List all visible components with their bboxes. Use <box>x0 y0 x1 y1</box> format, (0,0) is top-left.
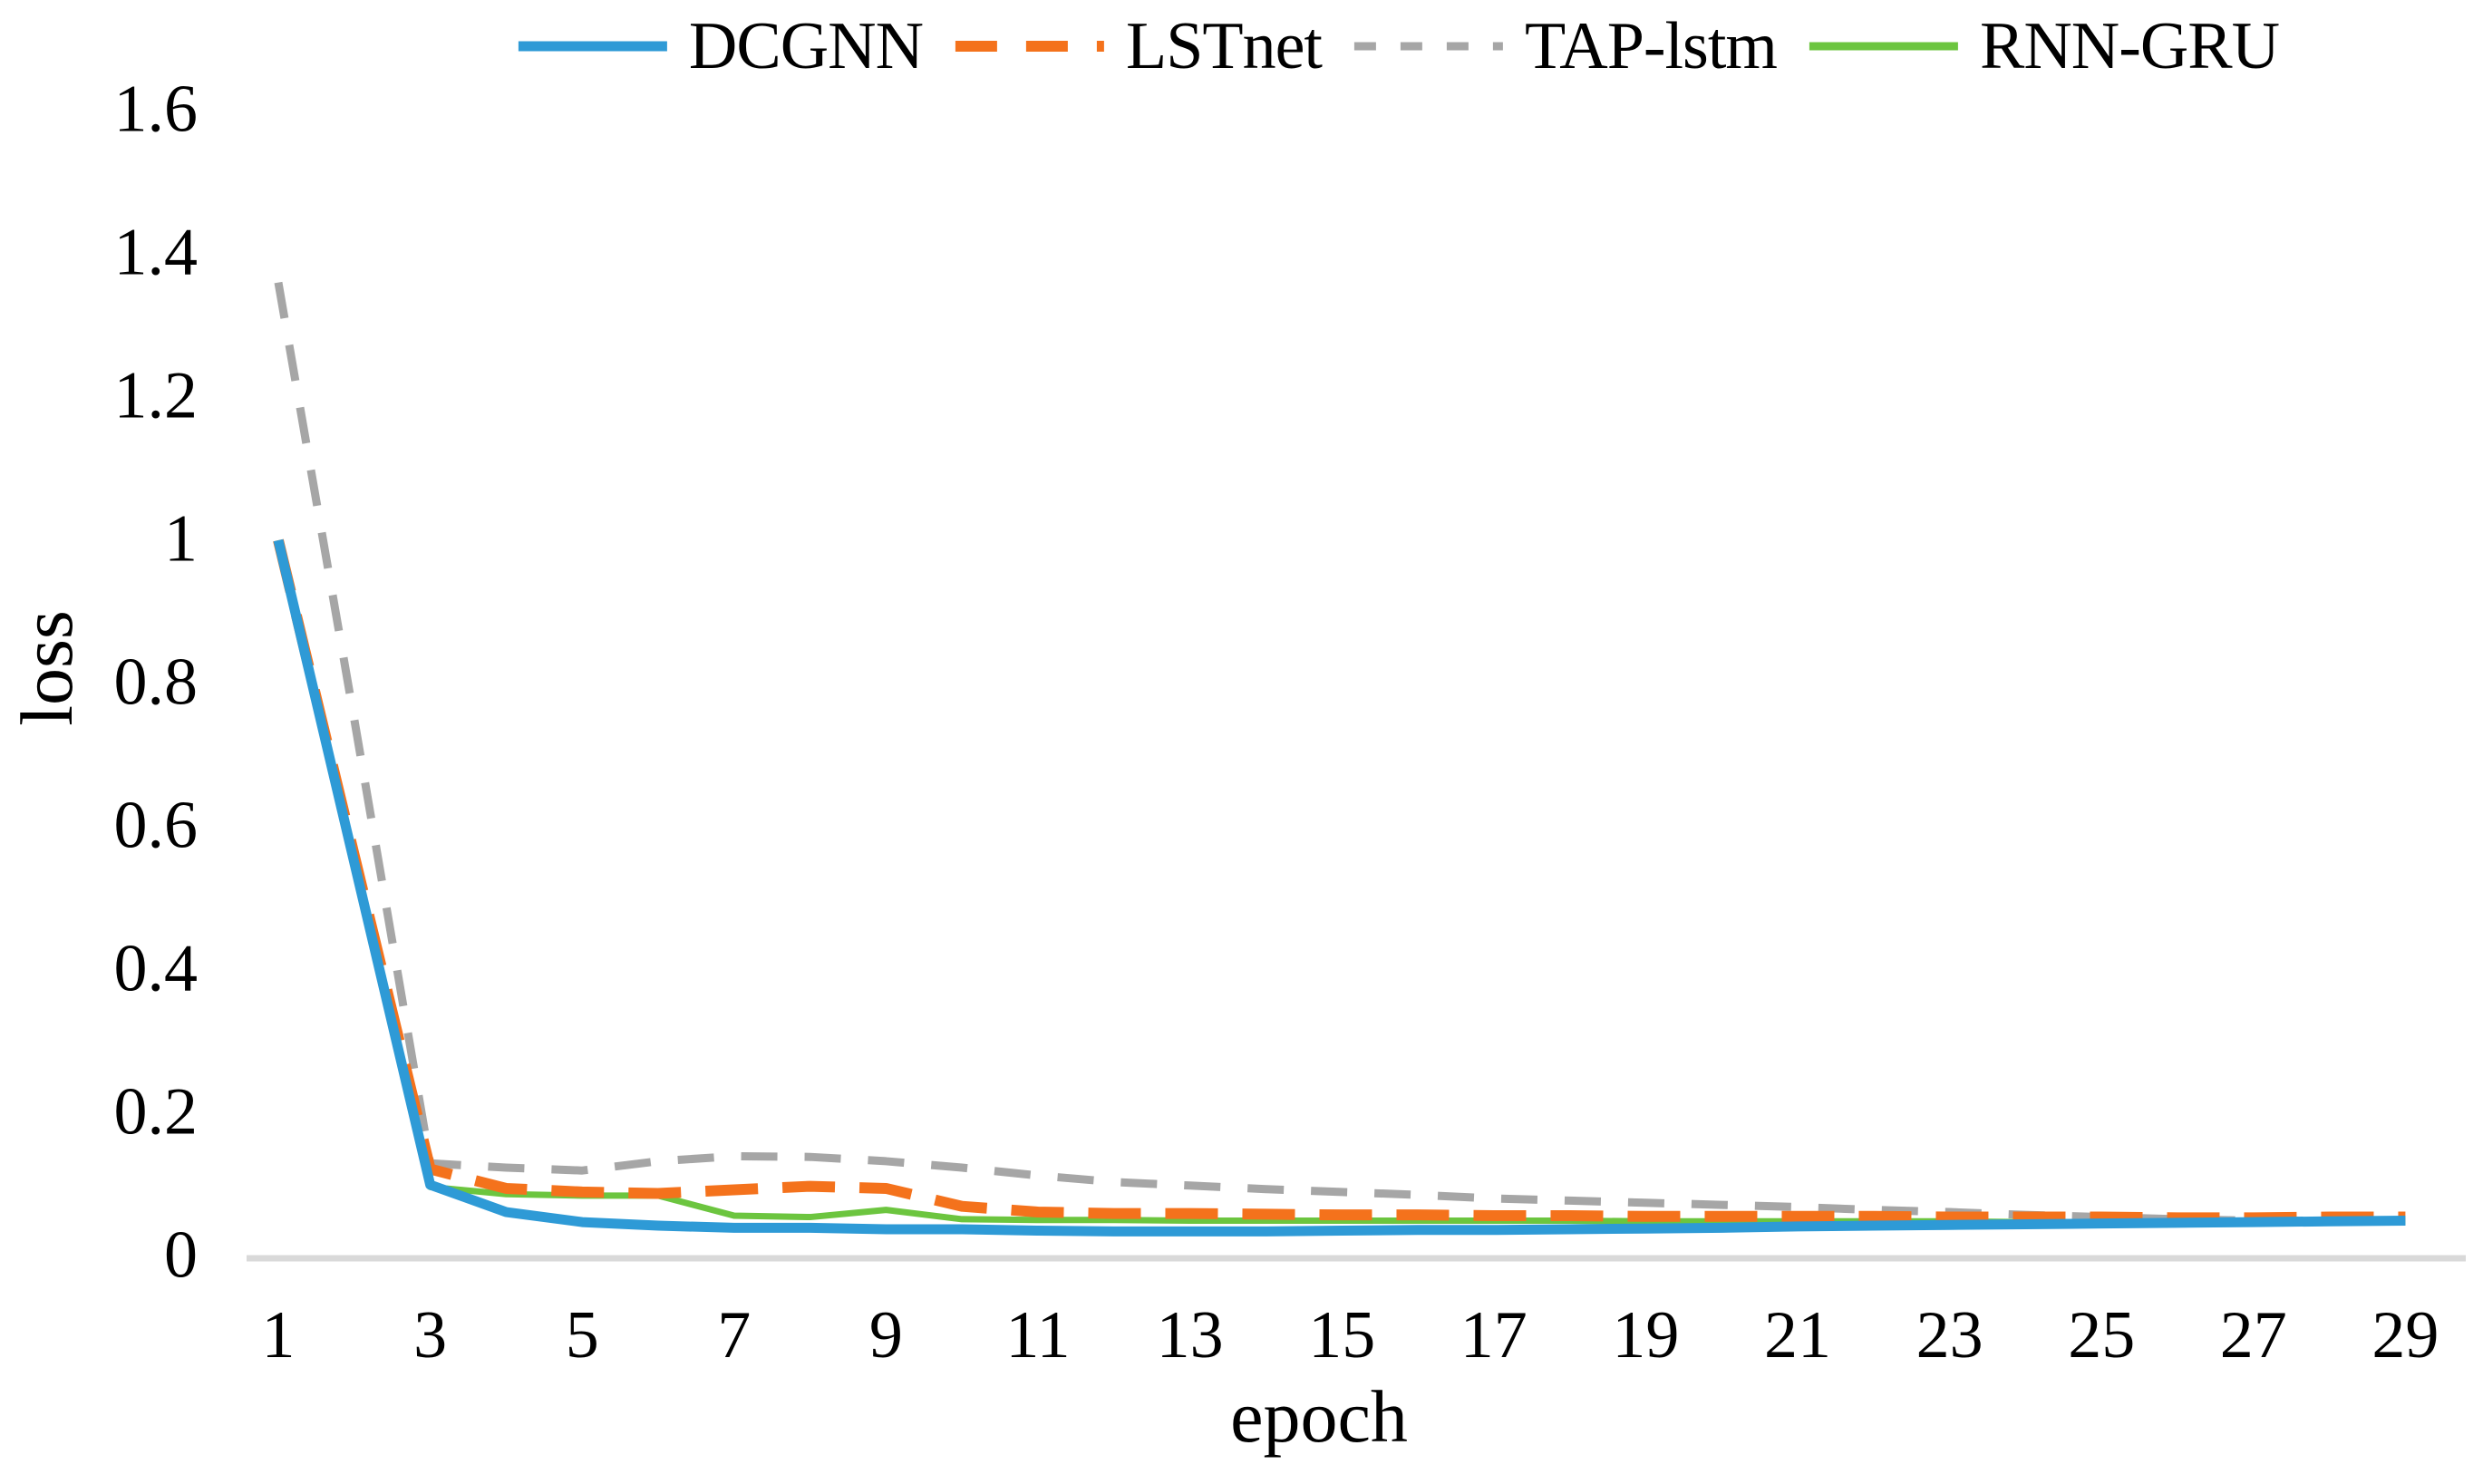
legend-line-sample-rnn-gru <box>1809 42 1958 51</box>
y-tick-label: 1.2 <box>113 358 199 433</box>
series-line-lstnet <box>273 538 2406 1224</box>
legend-label: LSTnet <box>1126 9 1323 83</box>
y-tick-label: 1.4 <box>113 215 199 290</box>
legend-label: DCGNN <box>688 9 924 83</box>
legend-line-sample-dcgnn <box>518 41 667 52</box>
x-tick-label: 1 <box>261 1298 296 1372</box>
x-tick-label: 3 <box>413 1298 448 1372</box>
y-tick-label: 0.2 <box>113 1074 199 1149</box>
legend-item-tap-lstm: TAP-lstm <box>1353 9 1778 83</box>
legend-item-lstnet: LSTnet <box>954 9 1323 83</box>
y-tick-label: 1.6 <box>113 72 199 147</box>
y-tick-label: 0.4 <box>113 931 199 1006</box>
legend-line-sample-tap-lstm <box>1353 42 1503 51</box>
x-tick-label: 19 <box>1612 1298 1680 1372</box>
x-axis-title: epoch <box>1230 1375 1408 1458</box>
y-tick-label: 0.6 <box>113 788 199 863</box>
x-tick-label: 9 <box>868 1298 903 1372</box>
x-tick-label: 13 <box>1156 1298 1224 1372</box>
legend-label: RNN-GRU <box>1979 9 2280 83</box>
x-tick-label: 23 <box>1916 1298 1983 1372</box>
x-tick-label: 21 <box>1764 1298 1831 1372</box>
legend-item-rnn-gru: RNN-GRU <box>1808 9 2280 83</box>
x-tick-label: 5 <box>565 1298 599 1372</box>
y-tick-label: 0 <box>164 1217 198 1293</box>
series-line-dcgnn <box>273 538 2406 1237</box>
y-tick-label: 0.8 <box>113 645 199 720</box>
legend-line-sample-lstnet <box>955 41 1105 52</box>
y-tick-label: 1 <box>164 501 198 577</box>
x-tick-label: 17 <box>1460 1298 1528 1372</box>
x-tick-label: 29 <box>2371 1298 2439 1372</box>
chart-legend: DCGNN LSTnet TAP-lstm RNN-GRU <box>517 9 2280 83</box>
x-tick-label: 25 <box>2068 1298 2136 1372</box>
y-axis-title: loss <box>5 610 88 726</box>
series-line-tap-lstm <box>274 281 2406 1226</box>
x-tick-label: 27 <box>2219 1298 2287 1372</box>
legend-label: TAP-lstm <box>1524 9 1778 83</box>
x-tick-label: 15 <box>1308 1298 1376 1372</box>
series-line-rnn-gru <box>275 539 2406 1226</box>
x-tick-label: 11 <box>1005 1298 1071 1372</box>
legend-item-dcgnn: DCGNN <box>517 9 924 83</box>
x-tick-label: 7 <box>717 1298 752 1372</box>
